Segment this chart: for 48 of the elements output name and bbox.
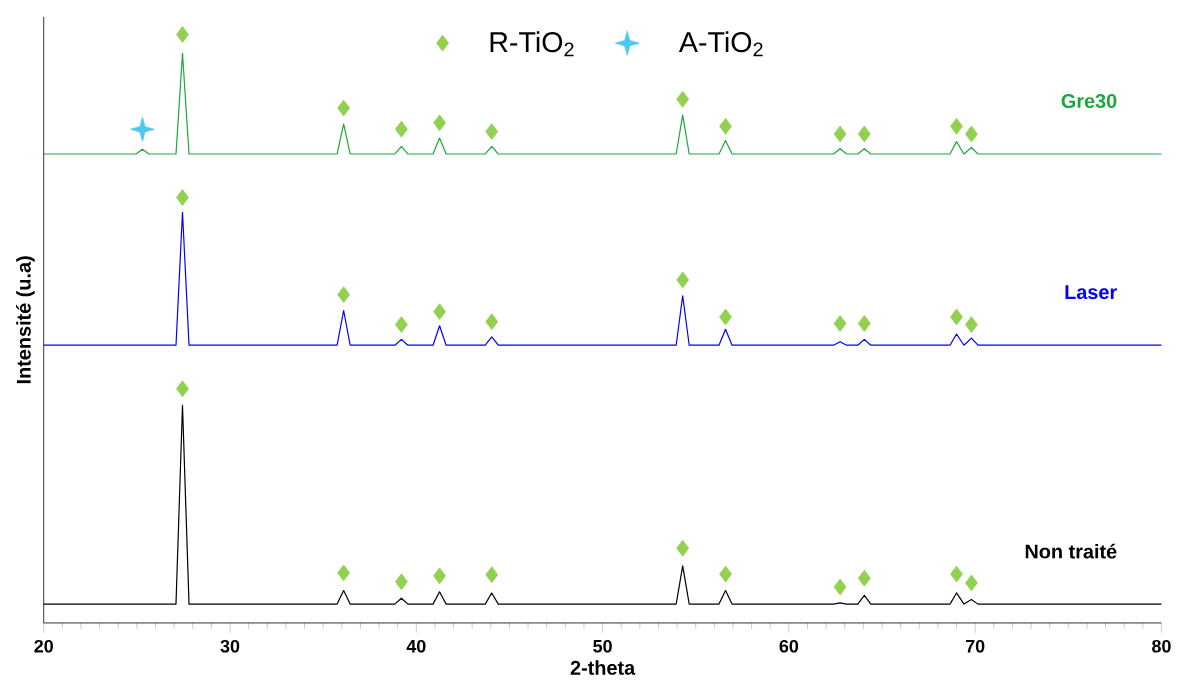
- point: [176, 380, 189, 398]
- point: [337, 99, 350, 117]
- point: [965, 316, 978, 334]
- point: [965, 125, 978, 143]
- x-tick-label: 40: [406, 640, 426, 653]
- y-axis-title: Intensité (u.a): [16, 256, 35, 384]
- point: [337, 286, 350, 304]
- x-tick-label: 30: [220, 640, 240, 653]
- point: [485, 313, 499, 331]
- point: [965, 574, 978, 592]
- x-tick-label: 80: [1152, 640, 1171, 653]
- x-tick-label: 50: [593, 640, 612, 653]
- x-tick-label: 20: [34, 640, 53, 653]
- point: [130, 117, 155, 142]
- text: Non traité: [1025, 543, 1117, 559]
- point: [395, 573, 408, 591]
- point: [950, 565, 963, 583]
- x-tick-label: 70: [965, 640, 985, 653]
- point: [433, 567, 446, 585]
- point: [676, 540, 690, 557]
- point: [395, 121, 408, 138]
- point: [433, 114, 446, 132]
- point: [719, 565, 732, 583]
- point: [833, 315, 847, 333]
- point: [857, 570, 871, 587]
- point: [433, 303, 446, 321]
- point: [676, 91, 690, 108]
- point: [337, 564, 350, 582]
- point: [676, 271, 690, 289]
- point: [485, 123, 499, 141]
- point: [485, 566, 499, 584]
- point: [857, 315, 871, 333]
- legend-label: A-TiO$_{2}$: [678, 31, 763, 57]
- point: [719, 308, 732, 326]
- point: [833, 578, 847, 596]
- text: Gre30: [1061, 94, 1117, 109]
- point: [950, 118, 963, 135]
- x-axis-title: 2-theta: [570, 660, 636, 676]
- point: [176, 26, 189, 44]
- x-tick-label: 60: [779, 640, 799, 653]
- legend-label: R-TiO$_{2}$: [490, 31, 574, 57]
- point: [176, 189, 189, 207]
- point: [719, 118, 732, 135]
- text: Laser: [1065, 285, 1117, 300]
- point: [395, 316, 408, 334]
- point: [857, 125, 871, 143]
- point: [833, 125, 847, 143]
- point: [950, 308, 963, 326]
